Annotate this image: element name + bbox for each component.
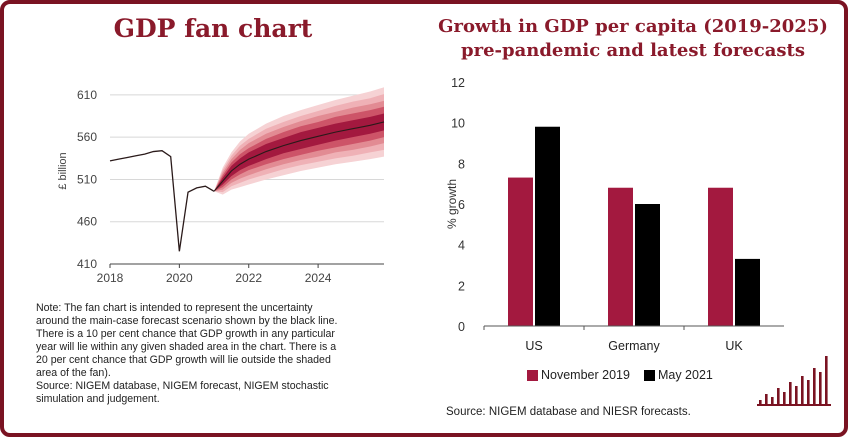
fan-x-tick-label: 2018 <box>97 271 124 285</box>
fan-x-tick-label: 2020 <box>166 271 193 285</box>
niesr-logo <box>757 356 831 406</box>
bar-y-tick-label: 2 <box>458 279 465 293</box>
bar-y-tick-label: 6 <box>458 198 465 212</box>
fan-y-tick-label: 560 <box>77 130 97 144</box>
logo-bar <box>783 392 786 406</box>
logo-bar <box>759 400 762 406</box>
logo-bar <box>813 368 816 406</box>
bar-y-tick-label: 8 <box>458 157 465 171</box>
legend-swatch-may <box>643 369 655 381</box>
bar-chart-source: Source: NIGEM database and NIESR forecas… <box>446 406 691 418</box>
fan-x-tick-label: 2024 <box>305 271 332 285</box>
bar-germany-may-2021 <box>635 204 660 326</box>
logo-bar <box>801 376 804 406</box>
fan-y-tick-label: 460 <box>77 215 97 229</box>
fan-band <box>214 113 384 192</box>
gdp-central-forecast-line <box>213 121 385 192</box>
legend-label-may: May 2021 <box>657 368 713 382</box>
fan-y-tick-label: 510 <box>77 172 97 186</box>
logo-baseline <box>757 404 831 406</box>
bar-y-tick-label: 4 <box>458 239 465 253</box>
note-line: simulation and judgement. <box>36 393 160 405</box>
bar-x-tick-label: Germany <box>608 339 660 353</box>
bar-y-axis-label: % growth <box>445 179 459 229</box>
bar-germany-november-2019 <box>608 187 633 326</box>
bar-us-may-2021 <box>535 126 560 326</box>
bar-y-tick-label: 12 <box>451 76 465 90</box>
logo-bar <box>819 372 822 406</box>
bar-chart-title-line1: Growth in GDP per capita (2019-2025) <box>438 16 828 37</box>
note-line: There is a 10 per cent chance that GDP g… <box>36 328 335 340</box>
note-line: Note: The fan chart is intended to repre… <box>36 302 313 314</box>
logo-bar <box>807 380 810 406</box>
bar-y-tick-label: 10 <box>451 117 465 131</box>
legend-label-november: November 2019 <box>541 368 630 382</box>
bar-x-tick-label: UK <box>725 339 743 353</box>
fan-x-tick-label: 2022 <box>235 271 262 285</box>
fan-y-tick-label: 410 <box>77 257 97 271</box>
fan-y-tick-label: 610 <box>77 88 97 102</box>
bar-uk-november-2019 <box>708 187 733 326</box>
gdp-history-line <box>109 150 215 252</box>
bar-chart-panel: Growth in GDP per capita (2019-2025) pre… <box>424 6 842 431</box>
legend-item-november: November 2019 <box>527 368 630 382</box>
fan-chart-panel: GDP fan chart 410 460 510 560 610 2018 2020 202… <box>6 6 420 431</box>
fan-chart-note: Note: The fan chart is intended to repre… <box>36 302 406 406</box>
logo-bar <box>765 394 768 406</box>
logo-bar <box>795 386 798 406</box>
note-line: around the main-case forecast scenario s… <box>36 315 338 327</box>
bar-y-tick-label: 0 <box>458 320 465 334</box>
fan-y-axis-label: £ billion <box>57 152 69 189</box>
fan-chart-title: GDP fan chart <box>113 14 313 43</box>
fan-chart: 410 460 510 560 610 2018 2020 2022 2024 £ billion <box>57 87 385 285</box>
note-line: Source: NIGEM database, NIGEM forecast, … <box>36 380 329 392</box>
legend-item-may: May 2021 <box>643 368 713 382</box>
logo-bar <box>777 388 780 406</box>
note-line: 20 per cent chance that GDP growth will … <box>36 354 331 366</box>
bar-chart-legend: November 2019 May 2021 <box>527 368 727 382</box>
note-line: year will lie within any given shaded ar… <box>36 341 337 353</box>
logo-bar <box>789 382 792 406</box>
bar-chart: 0 2 4 6 8 10 12 % growth US Germany UK <box>445 76 784 353</box>
logo-bar <box>771 397 774 406</box>
logo-bar <box>825 356 828 406</box>
note-line: area of the fan). <box>36 367 111 379</box>
bar-chart-title-line2: pre-pandemic and latest forecasts <box>461 40 805 61</box>
bar-us-november-2019 <box>508 177 533 326</box>
bar-x-tick-label: US <box>525 339 542 353</box>
legend-swatch-november <box>527 369 538 381</box>
bar-uk-may-2021 <box>735 258 760 326</box>
